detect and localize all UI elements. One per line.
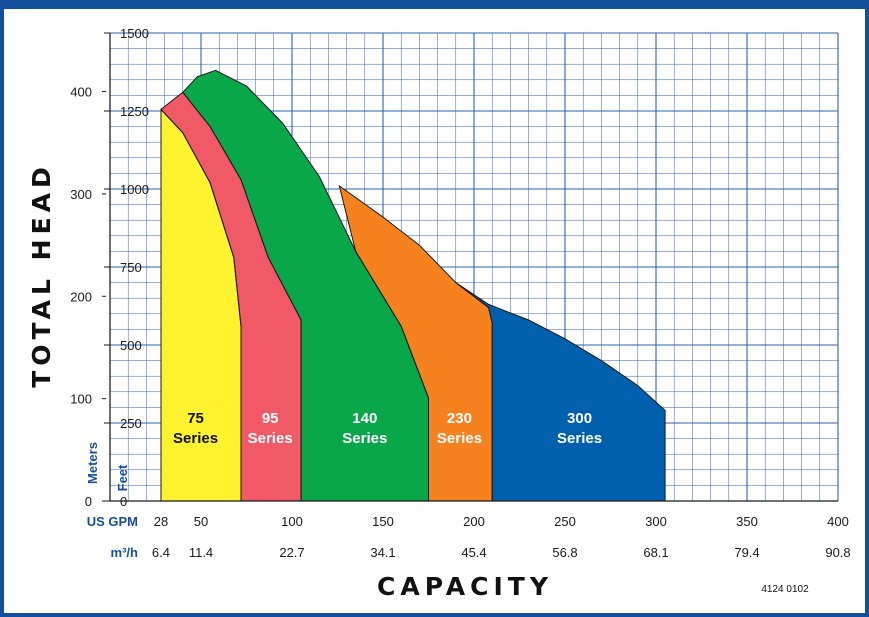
x-secondary-tick-label: 22.7 xyxy=(279,545,304,560)
x-primary-tick-label: 100 xyxy=(281,514,303,529)
x-secondary-tick-label: 68.1 xyxy=(643,545,668,560)
x-primary-tick-label: 300 xyxy=(645,514,667,529)
y-feet-tick-label: 500 xyxy=(120,338,142,353)
x-primary-tick-label: 350 xyxy=(736,514,758,529)
x-secondary-tick-label: 79.4 xyxy=(734,545,759,560)
series-label-95: 95 xyxy=(262,410,279,427)
top-bar xyxy=(0,0,869,9)
x-primary-tick-label: 250 xyxy=(554,514,576,529)
series-outline-300 xyxy=(455,282,666,502)
x-secondary-tick-label: 56.8 xyxy=(552,545,577,560)
x-primary-unit: US GPM xyxy=(87,514,138,529)
axis-layer xyxy=(102,32,838,502)
y-feet-tick-label: 750 xyxy=(120,260,142,275)
x-primary-tick-label: 150 xyxy=(372,514,394,529)
series-label-140: 140 xyxy=(352,410,377,427)
series-outline-layer xyxy=(160,69,666,502)
series-fill-300 xyxy=(455,282,666,501)
x-secondary-tick-label: 34.1 xyxy=(370,545,395,560)
y-feet-tick-label: 1500 xyxy=(120,26,149,41)
y-axis-title: TOTAL HEAD xyxy=(27,162,56,388)
x-primary-tick-label: 50 xyxy=(194,514,208,529)
series-suffix-230: Series xyxy=(437,430,482,447)
x-axis-title: CAPACITY xyxy=(377,572,553,601)
series-suffix-95: Series xyxy=(248,430,293,447)
y-feet-tick-label: 1000 xyxy=(120,182,149,197)
x-primary-tick-label: 200 xyxy=(463,514,485,529)
x-primary-tick-label: 400 xyxy=(827,514,849,529)
series-fill-140 xyxy=(182,70,429,502)
series-label-75: 75 xyxy=(187,410,204,427)
x-secondary-tick-label: 45.4 xyxy=(461,545,486,560)
series-fill-230 xyxy=(339,185,493,501)
x-primary-tick-label: 28 xyxy=(154,514,168,529)
x-secondary-tick-label: 90.8 xyxy=(825,545,850,560)
label-layer: 28 50 100 150 200 250 300 350 400 6.4 11.4 22.7 34.1… xyxy=(70,26,850,560)
y-feet-tick-label: 0 xyxy=(120,494,127,509)
y-primary-unit: Feet xyxy=(115,464,130,491)
x-secondary-tick-label: 11.4 xyxy=(189,545,213,560)
series-suffix-140: Series xyxy=(342,430,387,447)
y-meters-tick-label: 300 xyxy=(70,187,92,202)
figure-code: 4124 0102 xyxy=(761,584,809,595)
y-meters-tick-label: 400 xyxy=(70,85,92,100)
series-suffix-300: Series xyxy=(557,430,602,447)
y-feet-tick-label: 250 xyxy=(120,416,142,431)
y-meters-tick-label: 100 xyxy=(70,392,92,407)
y-meters-tick-label: 0 xyxy=(85,494,92,509)
series-label-230: 230 xyxy=(447,410,472,427)
y-meters-tick-label: 200 xyxy=(70,289,92,304)
series-label-300: 300 xyxy=(567,410,592,427)
series-fill-75 xyxy=(161,109,241,502)
y-secondary-unit: Meters xyxy=(85,442,100,484)
x-secondary-tick-label: 6.4 xyxy=(152,545,170,560)
series-suffix-75: Series xyxy=(173,430,218,447)
x-secondary-unit: m³/h xyxy=(111,545,139,560)
y-feet-tick-label: 1250 xyxy=(120,104,149,119)
series-fill-95 xyxy=(161,92,302,502)
